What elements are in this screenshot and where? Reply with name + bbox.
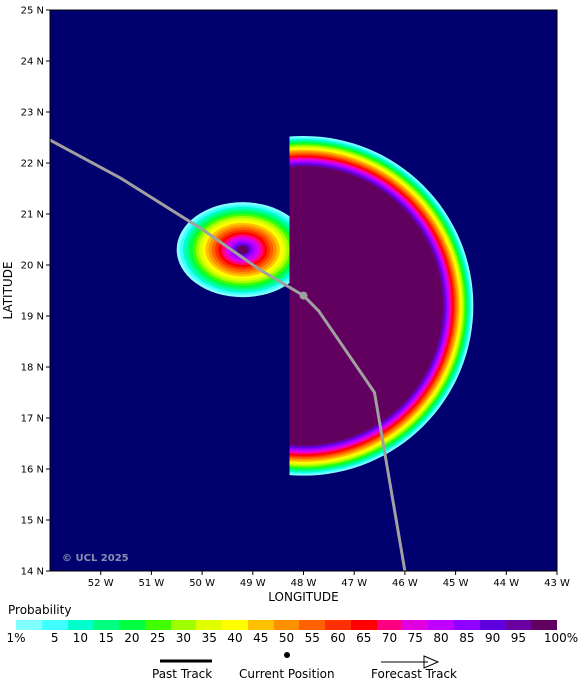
- legend-label: 85: [459, 631, 475, 645]
- legend-label: 55: [304, 631, 320, 645]
- legend-swatch: [325, 620, 351, 630]
- legend-label: 100%: [543, 631, 579, 645]
- latitude-axis-label: LATITUDE: [1, 261, 15, 319]
- legend-label: 95: [510, 631, 526, 645]
- legend-label: 10: [72, 631, 89, 645]
- lat-tick-label: 18 N: [21, 363, 44, 374]
- track-line: [49, 138, 407, 572]
- legend-label: 50: [278, 631, 295, 645]
- legend-swatch: [350, 620, 377, 630]
- legend-label: 1%: [6, 631, 26, 645]
- legend-swatch: [273, 620, 300, 630]
- legend-label: 15: [98, 631, 114, 645]
- forecast-track-label: Forecast Track: [371, 667, 457, 681]
- legend-label: 80: [433, 631, 449, 645]
- legend-swatch: [454, 620, 480, 630]
- forecast-track-arrowhead: [423, 655, 440, 669]
- legend-swatch: [299, 620, 326, 630]
- lon-tick-label: 49 W: [240, 578, 266, 589]
- probability-rings: [176, 136, 474, 476]
- legend-label: 35: [201, 631, 217, 645]
- probability-main-disc: [289, 136, 474, 476]
- legend-color-bar: [16, 620, 558, 630]
- lat-tick-label: 20 N: [21, 261, 44, 272]
- current-position-label: Current Position: [239, 667, 335, 681]
- legend-swatch: [376, 620, 403, 630]
- legend-swatch: [93, 620, 120, 630]
- lat-tick-label: 22 N: [21, 159, 44, 170]
- legend-swatch: [144, 620, 171, 630]
- current-position-symbol: [284, 652, 290, 658]
- lon-tick-label: 50 W: [189, 578, 215, 589]
- legend-title: Probability: [8, 603, 72, 617]
- lat-tick-label: 19 N: [21, 312, 44, 323]
- legend-swatch: [16, 620, 42, 630]
- lon-tick-label: 43 W: [544, 578, 570, 589]
- legend-label: 20: [124, 631, 140, 645]
- lon-tick-label: 45 W: [443, 578, 469, 589]
- legend-label: 65: [356, 631, 372, 645]
- legend-swatch: [222, 620, 248, 630]
- legend-swatch: [531, 620, 558, 630]
- legend-label: 60: [330, 631, 346, 645]
- longitude-axis-label: LONGITUDE: [268, 590, 338, 604]
- lat-tick-label: 24 N: [21, 57, 44, 68]
- legend-swatch: [41, 620, 68, 630]
- legend-label: 45: [253, 631, 269, 645]
- lon-tick-label: 51 W: [139, 578, 165, 589]
- legend-label: 70: [381, 631, 398, 645]
- legend-swatch: [196, 620, 223, 630]
- past-track-label: Past Track: [152, 667, 213, 681]
- lon-tick-label: 52 W: [88, 578, 114, 589]
- legend-labels: 1% 5 10 15 20 25 30 35 40 45 50 55 60 65 70 75 80 85 90 95 1…: [0, 631, 580, 647]
- legend-swatch: [505, 620, 532, 630]
- lat-tick-label: 17 N: [21, 414, 44, 425]
- lat-tick-label: 25 N: [21, 6, 44, 17]
- legend-swatch: [479, 620, 506, 630]
- lon-tick-label: 44 W: [493, 578, 519, 589]
- legend-swatch: [67, 620, 94, 630]
- lat-tick-label: 14 N: [21, 567, 44, 578]
- legend-swatch: [428, 620, 455, 630]
- legend-swatch: [170, 620, 197, 630]
- probability-lobe-ring: [236, 245, 249, 255]
- lon-tick-label: 46 W: [392, 578, 418, 589]
- legend-swatch: [119, 620, 145, 630]
- lat-tick-label: 23 N: [21, 108, 44, 119]
- lat-tick-label: 15 N: [21, 516, 44, 527]
- legend-label: 25: [150, 631, 166, 645]
- lat-tick-label: 16 N: [21, 465, 44, 476]
- legend-label: 75: [407, 631, 423, 645]
- copyright-label: © UCL 2025: [62, 553, 129, 564]
- legend-label: 30: [175, 631, 192, 645]
- probability-core: [289, 166, 443, 446]
- probability-west-lobe: [176, 202, 309, 298]
- lon-tick-label: 48 W: [291, 578, 317, 589]
- current-position-marker: [299, 291, 308, 300]
- lat-tick-label: 21 N: [21, 210, 44, 221]
- legend-label: 40: [227, 631, 243, 645]
- lon-tick-label: 47 W: [341, 578, 367, 589]
- legend-label: 5: [50, 631, 59, 645]
- legend-swatch: [247, 620, 274, 630]
- legend-swatch: [402, 620, 429, 630]
- storm-track: [49, 138, 407, 572]
- map-axes: 52 W 51 W 50 W 49 W 48 W 47 W 46 W 45 W 44 W 43 W…: [21, 6, 570, 590]
- legend-label: 90: [484, 631, 501, 645]
